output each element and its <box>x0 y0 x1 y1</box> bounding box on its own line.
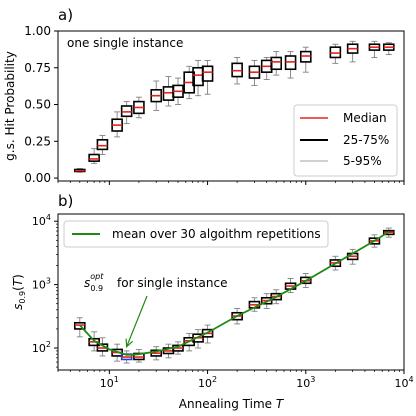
legend-whisker-label: 5-95% <box>343 154 382 168</box>
panel-b-frame <box>57 213 405 371</box>
panel-a-inset-text: one single instance <box>67 36 183 50</box>
panel-a-ylabel: g.s. Hit Probability <box>3 51 17 161</box>
panel-b: b) s0.9(T) 102 103 104 101 102 103 104 sopt 0.… <box>11 192 414 411</box>
panel-b-boxes <box>73 227 395 364</box>
iqr-box <box>201 65 214 82</box>
panel-a-xticks <box>57 181 405 185</box>
panel-b-legend-frame <box>63 220 329 248</box>
xtick-label: 101 <box>100 375 119 390</box>
box-5 <box>73 168 86 173</box>
panel-b-label: b) <box>58 192 73 210</box>
box-20 <box>133 96 145 119</box>
box-3000 <box>346 40 359 63</box>
annotation: sopt 0.9 for single instance <box>84 272 228 348</box>
box-7 <box>88 148 100 164</box>
ytick-label-b: 102 <box>32 340 51 355</box>
box-30 <box>150 80 163 111</box>
mean-line <box>79 231 390 356</box>
ytick-label-b: 103 <box>32 277 51 292</box>
iqr-box <box>88 153 100 162</box>
annotation-symbol: sopt 0.9 <box>84 272 104 293</box>
panel-b-xlabel-text: Annealing Time T <box>179 397 285 411</box>
panel-a: a) one single instance g.s. Hit Probabil… <box>3 6 405 185</box>
annotation-arrowhead <box>125 338 133 348</box>
box-500 <box>270 51 283 76</box>
panel-a-legend: Median 25-75% 5-95% <box>293 104 398 177</box>
box-40 <box>162 343 175 359</box>
box-15 <box>120 350 133 364</box>
box-200 <box>231 308 243 325</box>
box-200 <box>231 57 243 85</box>
panel-b-yticks: 102 103 104 <box>32 213 58 368</box>
panel-a-boxes <box>73 40 395 173</box>
box-40 <box>162 76 175 107</box>
box-7000 <box>382 42 395 55</box>
box-400 <box>260 57 273 80</box>
ytick-label-a: 0.25 <box>24 134 51 148</box>
panel-b-legend: mean over 30 algoithm repetitions <box>63 220 329 248</box>
panel-b-xticks: 101 102 103 104 <box>57 370 414 390</box>
panel-a-legend-frame <box>293 104 398 177</box>
box-700 <box>284 51 297 79</box>
box-50 <box>172 77 184 105</box>
xtick-label: 103 <box>296 375 315 390</box>
box-300 <box>248 59 261 86</box>
box-15 <box>120 101 133 125</box>
legend-median-label: Median <box>343 111 387 125</box>
panel-b-ylabel-text: s0.9(T) <box>11 274 27 310</box>
ytick-label-a: 0.00 <box>24 171 51 185</box>
box-8.5 <box>96 134 109 155</box>
box-2000 <box>329 43 342 64</box>
legend-box-label: 25-75% <box>343 133 389 147</box>
iqr-box <box>270 56 283 71</box>
box-5000 <box>368 40 381 58</box>
iqr-box <box>96 139 109 151</box>
annotation-label: for single instance <box>117 276 228 290</box>
legend-mean-label: mean over 30 algoithm repetitions <box>112 227 321 241</box>
annotation-arrow <box>126 295 148 347</box>
ytick-label-a: 0.50 <box>24 98 51 112</box>
panel-a-yticks: 0.00 0.25 0.50 0.75 1.00 <box>24 24 58 185</box>
box-100 <box>201 59 214 95</box>
xtick-label: 104 <box>394 375 413 390</box>
ytick-label-a: 1.00 <box>24 24 51 38</box>
panel-a-frame <box>57 30 405 182</box>
box-1000 <box>299 46 312 73</box>
box-5 <box>73 317 86 338</box>
box-12 <box>111 111 123 138</box>
panel-b-xlabel: Annealing Time T <box>179 397 285 411</box>
xtick-label: 102 <box>198 375 217 390</box>
box-30 <box>150 346 163 361</box>
panel-a-label: a) <box>58 6 73 24</box>
ytick-label-a: 0.75 <box>24 61 51 75</box>
box-20 <box>133 348 145 363</box>
box-500 <box>270 289 283 305</box>
ytick-label-b: 104 <box>32 213 51 228</box>
panel-b-ylabel: s0.9(T) <box>11 274 27 310</box>
